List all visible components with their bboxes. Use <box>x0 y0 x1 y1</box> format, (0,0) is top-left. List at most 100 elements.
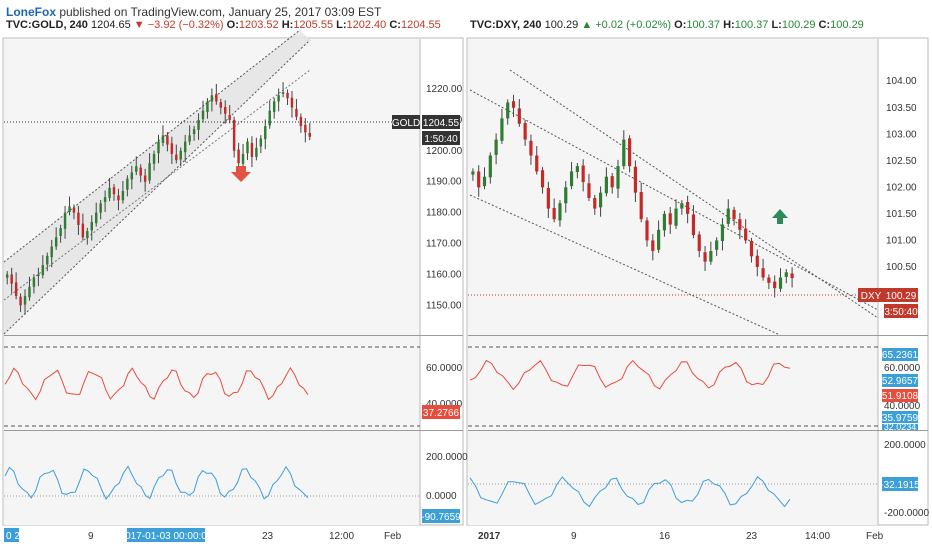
dxy-candle <box>790 273 794 279</box>
right-osc2-pane[interactable] <box>468 431 878 525</box>
right-osc1-value-1: 52.9657 <box>882 376 919 387</box>
gold-candle <box>272 101 276 113</box>
right-price-pane[interactable] <box>468 39 878 335</box>
dxy-price-axis-tick-label: 100.50 <box>886 262 917 273</box>
right-time-tick-2: 16 <box>659 531 671 542</box>
dxy-candle <box>633 166 637 193</box>
right-time-tick-0: 2017 <box>478 531 501 542</box>
gold-candle <box>206 101 209 113</box>
gold-candle <box>259 138 263 147</box>
dxy-candle <box>477 171 481 188</box>
left-symbol-tag <box>392 115 420 129</box>
right-symbol-tag-text: DXY <box>861 291 882 302</box>
right-symbol[interactable]: TVC:DXY, 240 <box>470 19 542 31</box>
gold-candle <box>161 135 165 143</box>
left-price-pane[interactable] <box>4 39 420 335</box>
dxy-candle <box>488 155 492 178</box>
right-countdown-text: 3:50:40 <box>884 307 918 318</box>
right-legend: TVC:DXY, 240 100.29 ▲ +0.02 (+0.02%) O:1… <box>470 19 864 31</box>
dxy-candle <box>616 166 620 189</box>
gold-candle <box>224 106 227 114</box>
gold-candle <box>188 135 191 142</box>
right-osc2-tick-neg200: -200.0000 <box>884 508 929 519</box>
gold-candle <box>90 221 93 231</box>
publish-info: published on TradingView.com, January 25… <box>56 5 382 19</box>
dxy-candle <box>749 241 754 257</box>
left-osc1-pane[interactable] <box>4 336 420 430</box>
gold-price-axis-tick-label: 1170.00 <box>426 239 462 250</box>
gold-price-axis-tick-label: 1190.00 <box>426 177 462 188</box>
gold-candle <box>126 178 129 190</box>
right-osc1-pane[interactable] <box>468 336 878 430</box>
gold-candle <box>152 153 156 164</box>
gold-candle <box>197 119 200 130</box>
dxy-candle <box>604 176 608 194</box>
right-close: 100.29 <box>830 19 864 31</box>
dxy-price-axis-tick-label: 102.00 <box>886 182 917 193</box>
cursor-time-tag <box>127 528 205 542</box>
gold-candle <box>72 207 76 213</box>
right-countdown-tag <box>884 304 918 318</box>
gold-candle <box>201 110 205 120</box>
author-link[interactable]: LoneFox <box>6 5 56 19</box>
gold-candle <box>166 135 169 145</box>
dxy-candle <box>726 208 730 224</box>
gold-candle <box>215 93 218 102</box>
right-time-tick-1: 9 <box>571 531 577 542</box>
gold-candle <box>157 141 160 154</box>
dxy-candle <box>546 187 550 209</box>
right-osc1-tick-60: 60.0000 <box>884 363 921 374</box>
left-symbol[interactable]: TVC:GOLD, 240 <box>6 19 88 31</box>
dxy-candle <box>581 165 585 183</box>
gold-candle <box>63 212 67 229</box>
dxy-candle <box>529 140 533 156</box>
left-legend: TVC:GOLD, 240 1204.65 ▼ −3.92 (−0.32%) O… <box>6 19 441 31</box>
gold-candle <box>308 132 311 137</box>
left-high: 1205.55 <box>293 19 334 31</box>
gold-price-axis-tick-label: 1160.00 <box>426 269 462 280</box>
dxy-price-axis-tick-label: 101.50 <box>886 209 917 220</box>
gold-candle <box>54 237 58 247</box>
right-candles <box>471 94 794 298</box>
right-price-axis[interactable]: 104.00 103.50 103.00 102.50 102.00 101.50 101.… <box>886 76 917 273</box>
gold-candle <box>170 143 174 154</box>
right-price-tag <box>884 288 918 302</box>
gold-candle <box>130 172 134 180</box>
gold-candle <box>286 92 289 99</box>
left-time-tick-0: 0 2017 <box>6 531 37 542</box>
right-o-label: O: <box>674 19 687 31</box>
dxy-price-axis-tick-label: 103.00 <box>886 129 917 140</box>
gold-candle <box>192 129 196 135</box>
arrow-down-icon <box>231 166 251 182</box>
right-osc1-tag-0 <box>882 348 918 361</box>
right-osc1-value-3: 35.9759 <box>882 413 919 424</box>
dxy-candle <box>523 123 527 140</box>
dxy-candle <box>767 277 771 283</box>
right-l-label: L: <box>771 19 782 31</box>
dxy-candle <box>755 255 759 267</box>
right-osc2-value-tag <box>882 477 918 491</box>
gold-price-axis-tick-label: 1150.00 <box>426 300 462 311</box>
right-channel-upper <box>469 89 879 311</box>
left-h-label: H: <box>281 19 294 31</box>
dxy-candle <box>506 102 510 119</box>
right-time-tick-4: 14:00 <box>805 531 830 542</box>
gold-candle <box>281 92 285 94</box>
right-osc1-tag-3 <box>882 411 918 423</box>
gold-candle <box>255 147 258 158</box>
left-osc1-line <box>4 366 309 401</box>
right-c-label: C: <box>818 19 831 31</box>
dxy-candle <box>761 268 765 278</box>
gold-candle <box>299 116 303 127</box>
gold-candle <box>10 274 13 284</box>
left-osc2-pane[interactable] <box>4 431 420 525</box>
right-osc1-tag-1 <box>882 374 918 387</box>
left-time-tick-2: 23 <box>262 531 274 542</box>
left-time-start-tag <box>4 528 19 542</box>
gold-price-axis-tick-label: 1180.00 <box>426 208 462 219</box>
gold-candle <box>237 149 240 164</box>
dxy-candle <box>494 139 498 155</box>
dxy-candle <box>622 139 626 167</box>
